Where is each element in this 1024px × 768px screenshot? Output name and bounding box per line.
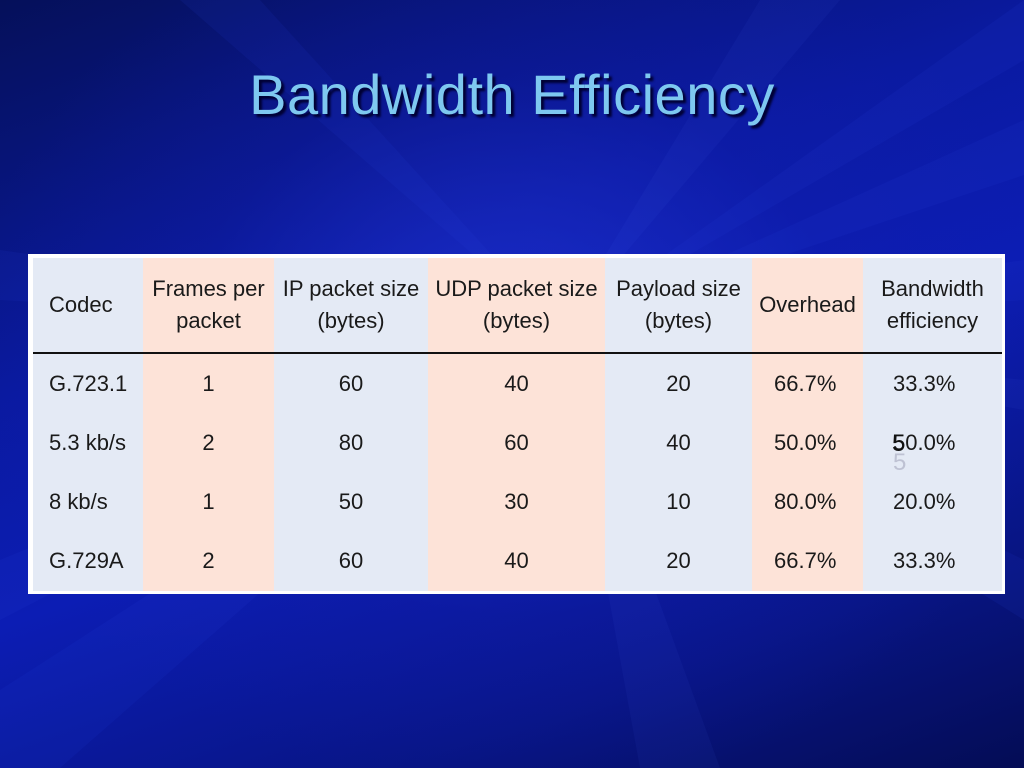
cell-overhead: 50.0%: [774, 429, 837, 455]
cell-payload-size: 20: [666, 370, 691, 396]
cell-frames-per-packet: 2: [202, 548, 215, 574]
cell-udp-packet-size: 60: [504, 429, 529, 455]
cell-overhead: 66.7%: [774, 370, 837, 396]
table-header-row: Codec Frames per packet IP packet size (…: [33, 258, 1002, 354]
cell-udp-packet-size: 30: [504, 489, 529, 515]
cell-overhead: 80.0%: [774, 489, 837, 515]
table-row: G.729A 2 60 40 20 66.7% 33.3%: [33, 532, 1002, 591]
table-row: 5.3 kb/s 2 80 60 40 50.0% 50.0%: [33, 413, 1002, 472]
cell-udp-packet-size: 40: [504, 548, 529, 574]
cell-codec: 5.3 kb/s: [49, 429, 127, 455]
cell-payload-size: 20: [666, 548, 691, 574]
cell-bandwidth-efficiency: 33.3%: [893, 548, 956, 574]
cell-codec: G.723.1: [49, 370, 128, 396]
header-ip-packet-size: IP packet size (bytes): [274, 258, 428, 354]
cell-payload-size: 40: [666, 429, 691, 455]
cell-ip-packet-size: 60: [338, 370, 364, 396]
cell-frames-per-packet: 1: [202, 489, 215, 515]
header-udp-packet-size: UDP packet size (bytes): [428, 258, 605, 354]
header-frames-per-packet: Frames per packet: [143, 258, 274, 354]
slide-number-shadow: 5: [893, 449, 907, 476]
header-bandwidth-efficiency: Bandwidth efficiency: [863, 258, 1002, 354]
header-payload-size: Payload size (bytes): [605, 258, 752, 354]
cell-ip-packet-size: 60: [338, 548, 364, 574]
codec-table-frame: Codec Frames per packet IP packet size (…: [28, 254, 1005, 594]
cell-codec: G.729A: [49, 548, 124, 574]
slide-number: 5: [892, 430, 906, 457]
header-overhead: Overhead: [752, 258, 863, 354]
cell-bandwidth-efficiency: 33.3%: [893, 370, 956, 396]
cell-bandwidth-efficiency: 20.0%: [893, 489, 956, 515]
slide-title: Bandwidth Efficiency: [249, 63, 775, 126]
cell-udp-packet-size: 40: [504, 370, 529, 396]
codec-comparison-table: Codec Frames per packet IP packet size (…: [33, 258, 1002, 591]
cell-ip-packet-size: 50: [338, 489, 364, 515]
cell-codec: 8 kb/s: [49, 489, 108, 515]
cell-overhead: 66.7%: [774, 548, 837, 574]
header-codec: Codec: [33, 258, 143, 354]
table-row: 8 kb/s 1 50 30 10 80.0% 20.0%: [33, 473, 1002, 532]
table-row: G.723.1 1 60 40 20 66.7% 33.3%: [33, 353, 1002, 413]
cell-frames-per-packet: 2: [202, 429, 215, 455]
cell-bandwidth-efficiency: 50.0%: [893, 429, 956, 455]
cell-payload-size: 10: [666, 489, 691, 515]
cell-frames-per-packet: 1: [202, 370, 215, 396]
cell-ip-packet-size: 80: [338, 429, 364, 455]
